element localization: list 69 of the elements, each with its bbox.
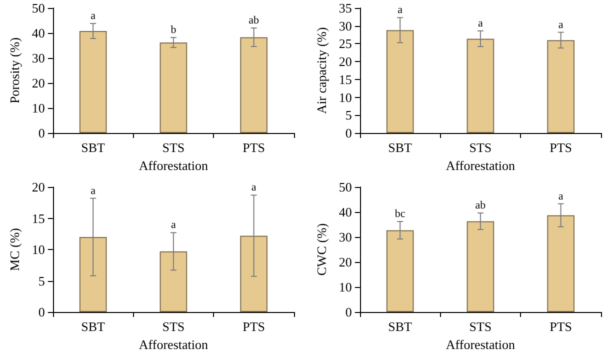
x-tick-label: PTS [242, 140, 266, 155]
x-tick-label: STS [469, 140, 492, 155]
annotation: a [171, 219, 176, 232]
y-tick-label: 30 [338, 230, 352, 244]
y-tick-label: 0 [38, 126, 45, 140]
x-tick-label: PTS [242, 319, 266, 334]
bar [547, 40, 574, 133]
x-axis-title: Afforestation [138, 336, 208, 352]
y-tick-label: 25 [338, 36, 352, 52]
y-axis-title: CWC (%) [314, 223, 329, 276]
annotation: a [558, 18, 564, 31]
bar [386, 30, 414, 133]
x-axis-title: Afforestation [138, 158, 208, 173]
y-tick-label: 15 [338, 72, 352, 87]
bar [79, 31, 107, 133]
x-axis-title: Afforestation [446, 158, 516, 173]
annotation: a [251, 182, 256, 194]
y-tick-label: 20 [338, 54, 352, 70]
bar [466, 38, 494, 133]
y-tick-label: 10 [338, 90, 352, 105]
y-tick-label: 5 [345, 108, 352, 123]
x-tick-label: PTS [550, 140, 572, 155]
y-tick-label: 5 [38, 273, 45, 288]
x-tick-label: SBT [81, 319, 106, 334]
bar [160, 251, 188, 312]
y-tick-label: 10 [338, 280, 352, 294]
x-tick-label: PTS [550, 319, 572, 334]
x-tick-label: STS [162, 319, 185, 334]
annotation: a [90, 10, 96, 22]
y-tick-label: 0 [345, 304, 352, 320]
y-axis-title: Porosity (%) [7, 37, 22, 104]
annotation: a [90, 184, 96, 197]
bar [466, 221, 494, 312]
y-tick-label: 40 [32, 26, 45, 40]
bar [547, 215, 574, 312]
y-tick-label: 30 [338, 18, 352, 34]
y-axis-title: MC (%) [7, 228, 22, 271]
bar [240, 37, 268, 133]
y-tick-label: 20 [338, 254, 352, 270]
bar [79, 237, 107, 312]
x-axis-title: Afforestation [446, 336, 516, 352]
x-tick-label: STS [469, 319, 492, 334]
y-tick-label: 0 [38, 304, 45, 320]
y-axis-title: Air capacity (%) [314, 27, 329, 114]
y-tick-label: 40 [338, 204, 352, 220]
bar [240, 236, 268, 312]
bar [160, 42, 188, 133]
annotation: bc [394, 208, 406, 220]
y-tick-label: 30 [32, 50, 45, 66]
x-tick-label: STS [162, 140, 185, 155]
annotation: a [398, 4, 403, 16]
annotation: a [558, 190, 564, 202]
annotation: a [478, 17, 484, 30]
x-tick-label: SBT [388, 319, 412, 334]
y-tick-label: 20 [32, 180, 45, 194]
annotation: ab [475, 200, 486, 212]
y-tick-label: 50 [32, 0, 45, 16]
y-tick-label: 20 [32, 76, 45, 90]
x-tick-label: SBT [81, 140, 106, 155]
y-tick-label: 10 [32, 242, 45, 257]
annotation: b [170, 24, 177, 36]
y-tick-label: 35 [338, 0, 352, 16]
bar [386, 230, 414, 312]
annotation: ab [248, 14, 260, 26]
y-tick-label: 15 [32, 210, 45, 226]
y-tick-label: 10 [32, 100, 45, 116]
x-tick-label: SBT [388, 140, 412, 155]
y-tick-label: 0 [345, 126, 352, 140]
y-tick-label: 50 [338, 180, 352, 194]
